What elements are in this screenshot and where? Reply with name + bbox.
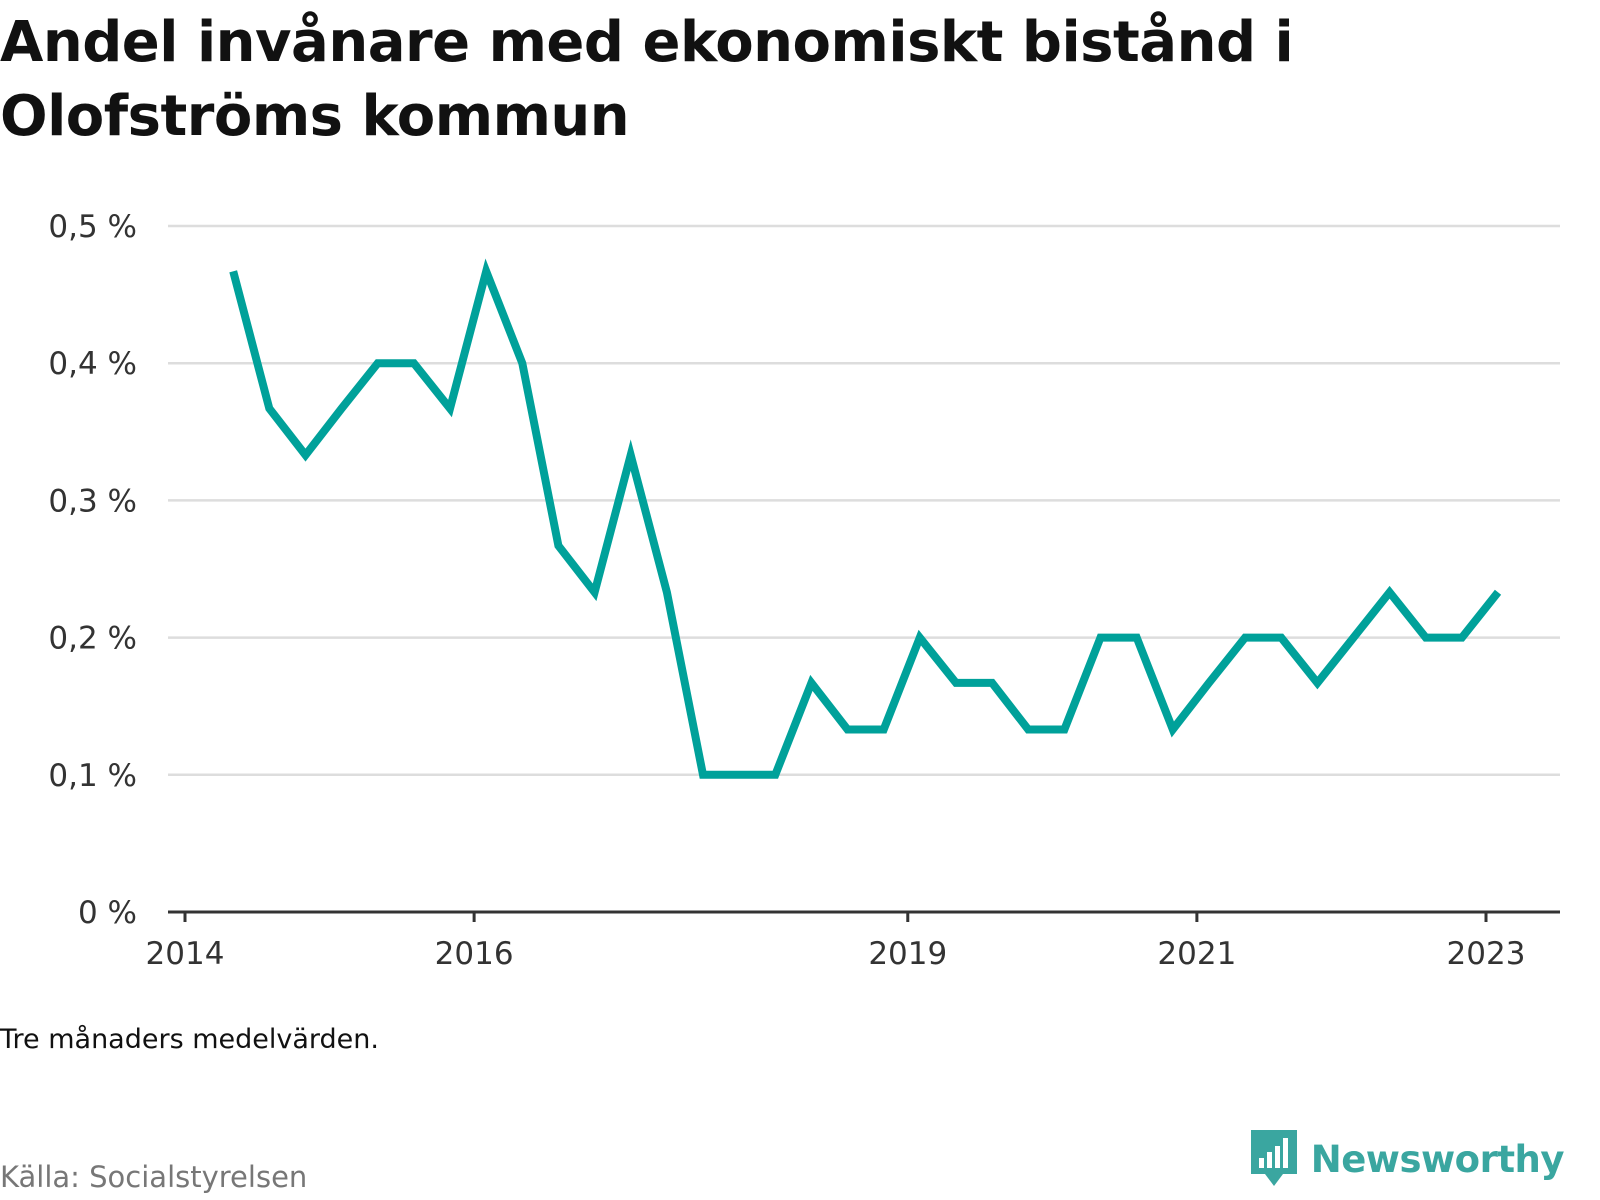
brand-name: Newsworthy xyxy=(1310,1137,1565,1181)
data-point xyxy=(1349,634,1357,642)
data-point xyxy=(735,771,743,779)
data-point xyxy=(771,771,779,779)
data-point xyxy=(916,634,924,642)
y-axis-tick-labels: 0 % 0,1 % 0,2 % 0,3 % 0,4 % 0,5 % xyxy=(48,209,137,931)
y-tick-label: 0,4 % xyxy=(48,346,137,382)
data-point xyxy=(663,588,671,596)
data-point xyxy=(301,451,309,459)
data-point xyxy=(1097,634,1105,642)
data-point xyxy=(482,267,490,275)
data-point xyxy=(591,588,599,596)
data-point xyxy=(699,771,707,779)
data-point xyxy=(627,451,635,459)
x-tick-label: 2016 xyxy=(435,936,514,972)
data-point xyxy=(844,726,852,734)
data-point xyxy=(1205,679,1213,687)
data-point xyxy=(1458,634,1466,642)
data-point xyxy=(807,679,815,687)
data-point xyxy=(1277,634,1285,642)
data-point xyxy=(1313,679,1321,687)
data-point xyxy=(880,726,888,734)
chart-note: Tre månaders medelvärden. xyxy=(0,1024,379,1055)
newsworthy-logo-icon xyxy=(1250,1130,1297,1186)
x-tick-label: 2023 xyxy=(1447,936,1526,972)
line-chart: 0 %0,1 %0,2 %0,3 %0,4 %0,5 % 2014 2016 201… xyxy=(48,209,1560,972)
x-axis: 2014 2016 2019 2021 2023 xyxy=(146,910,1560,972)
x-tick-label: 2019 xyxy=(868,936,947,972)
y-tick-label: 0,2 % xyxy=(48,621,137,657)
y-tick-label: 0,3 % xyxy=(48,483,137,519)
data-point xyxy=(1494,588,1502,596)
data-point xyxy=(1169,726,1177,734)
data-point xyxy=(410,359,418,367)
data-point xyxy=(265,404,273,412)
source-label: Källa: Socialstyrelsen xyxy=(0,1160,308,1194)
data-point xyxy=(1422,634,1430,642)
data-point xyxy=(518,359,526,367)
data-point xyxy=(338,404,346,412)
chart-title: Andel invånare med ekonomiskt bistånd i … xyxy=(0,10,1294,149)
x-tick-label: 2021 xyxy=(1157,936,1236,972)
gridlines xyxy=(168,224,1560,777)
x-tick-label: 2014 xyxy=(146,936,225,972)
y-tick-label: 0,1 % xyxy=(48,758,137,794)
data-point xyxy=(229,267,237,275)
y-tick-label: 0 % xyxy=(78,895,137,931)
data-point xyxy=(1386,588,1394,596)
data-point xyxy=(554,542,562,550)
y-tick-label: 0,5 % xyxy=(48,209,137,245)
brand-logo[interactable]: Newsworthy xyxy=(1249,1128,1565,1190)
data-point xyxy=(1133,634,1141,642)
data-point xyxy=(952,679,960,687)
data-point xyxy=(1060,726,1068,734)
data-point xyxy=(446,404,454,412)
series-line xyxy=(229,258,1502,779)
data-point xyxy=(374,359,382,367)
data-point xyxy=(1241,634,1249,642)
series-layer xyxy=(229,258,1502,779)
data-point xyxy=(1024,726,1032,734)
data-point xyxy=(988,679,996,687)
